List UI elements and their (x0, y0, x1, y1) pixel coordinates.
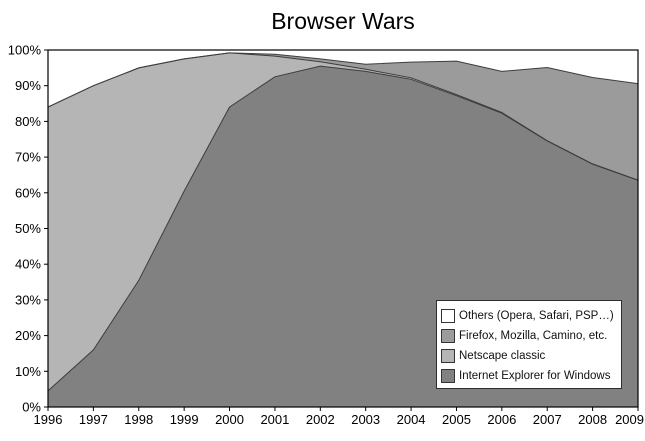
y-tick-label: 0% (22, 400, 41, 415)
legend-swatch-internet-explorer-for-windows (441, 369, 455, 383)
x-tick-label: 1997 (79, 412, 108, 427)
x-tick-label: 2009 (615, 412, 644, 427)
boundary-line-firefox-mozilla-camino-etc (47, 52, 639, 108)
x-tick-label: 2005 (442, 412, 471, 427)
chart-title: Browser Wars (271, 8, 415, 34)
x-tick-label: 2000 (215, 412, 244, 427)
legend-label: Others (Opera, Safari, PSP…) (459, 310, 614, 322)
y-tick-label: 40% (15, 257, 41, 272)
legend-swatch-firefox-mozilla-camino-etc (441, 329, 455, 343)
legend-swatch-netscape-classic (441, 349, 455, 363)
y-tick-label: 90% (15, 78, 41, 93)
legend: Others (Opera, Safari, PSP…) Firefox, Moz… (436, 300, 622, 389)
legend-label: Internet Explorer for Windows (459, 370, 611, 382)
x-tick-label: 2003 (351, 412, 380, 427)
x-tick-label: 1998 (124, 412, 153, 427)
x-tick-label: 1996 (34, 412, 63, 427)
legend-item-internet-explorer-for-windows: Internet Explorer for Windows (441, 366, 619, 386)
legend-item-others-opera-safari-psp: Others (Opera, Safari, PSP…) (441, 306, 619, 326)
y-tick-label: 60% (15, 185, 41, 200)
x-tick-label: 2008 (578, 412, 607, 427)
y-tick-label: 80% (15, 114, 41, 129)
x-tick-label: 2007 (533, 412, 562, 427)
y-tick-label: 100% (8, 43, 42, 58)
x-tick-label: 2004 (397, 412, 426, 427)
x-tick-label: 2006 (487, 412, 516, 427)
y-tick-label: 50% (15, 221, 41, 236)
x-tick-label: 2002 (306, 412, 335, 427)
y-tick-label: 30% (15, 292, 41, 307)
legend-swatch-others-opera-safari-psp (441, 309, 455, 323)
legend-label: Netscape classic (459, 350, 546, 362)
x-tick-label: 2001 (260, 412, 289, 427)
y-tick-label: 10% (15, 364, 41, 379)
legend-label: Firefox, Mozilla, Camino, etc. (459, 330, 608, 342)
legend-item-netscape-classic: Netscape classic (441, 346, 619, 366)
legend-item-firefox-mozilla-camino-etc: Firefox, Mozilla, Camino, etc. (441, 326, 619, 346)
y-tick-label: 70% (15, 150, 41, 165)
x-tick-label: 1999 (170, 412, 199, 427)
y-tick-label: 20% (15, 328, 41, 343)
